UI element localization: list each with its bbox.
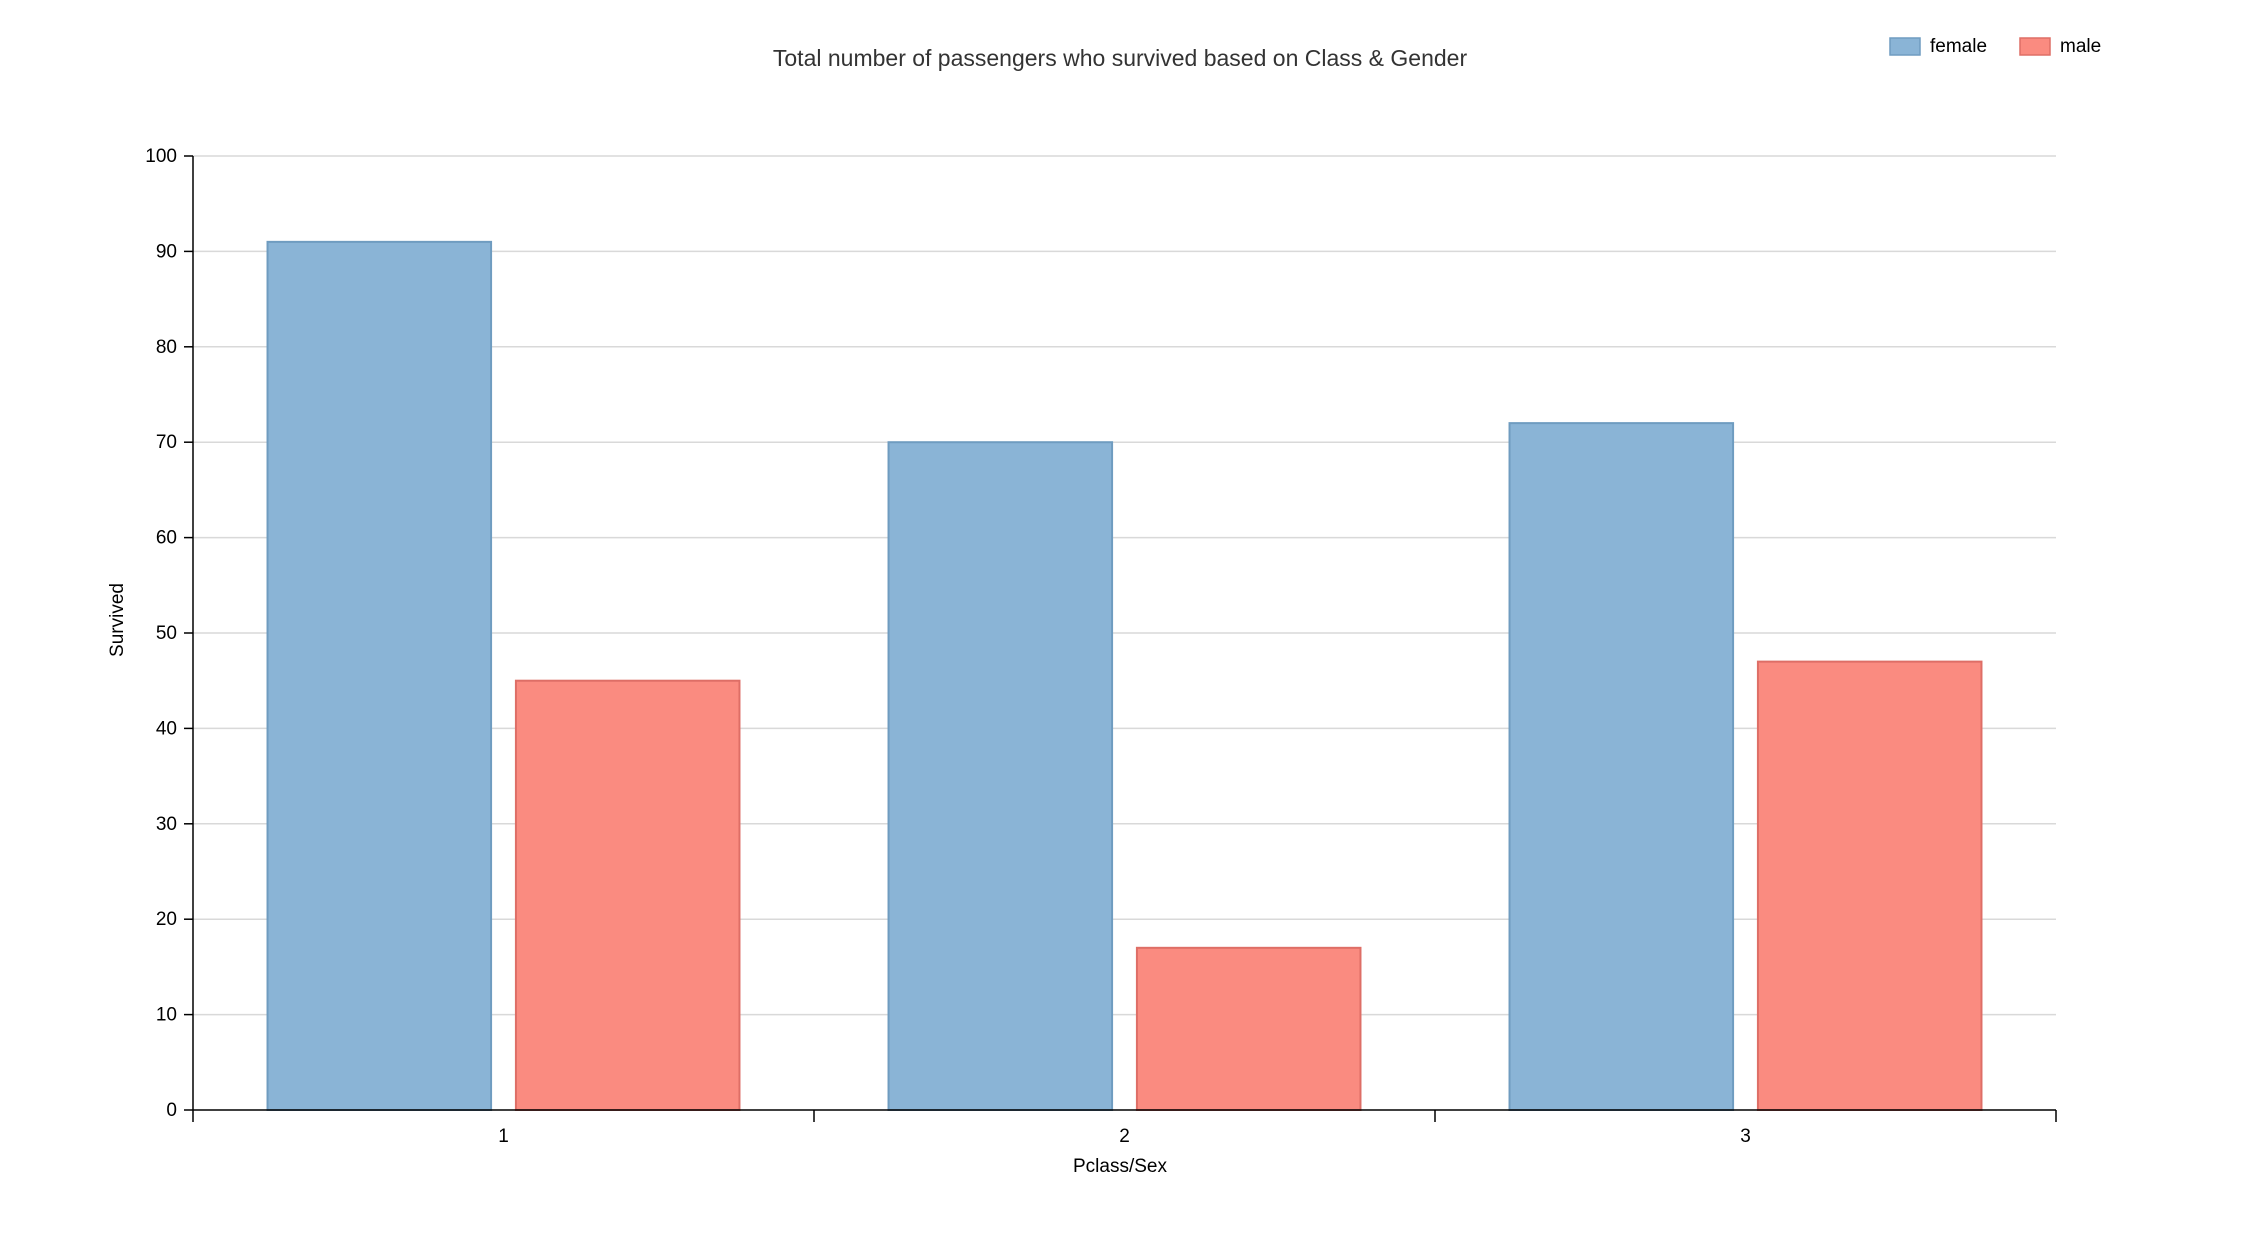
y-tick-label-40: 40 — [156, 718, 177, 739]
bar-male-class-1 — [514, 679, 741, 1111]
legend-label-female: female — [1930, 36, 1987, 57]
y-tick-label-60: 60 — [156, 528, 177, 549]
bar-female-class-2 — [887, 441, 1114, 1111]
y-tick-label-100: 100 — [145, 146, 177, 167]
y-tick-label-80: 80 — [156, 337, 177, 358]
y-tick-label-20: 20 — [156, 909, 177, 930]
gridlines — [193, 155, 2056, 1016]
y-tick-label-0: 0 — [166, 1100, 177, 1121]
y-tick-label-50: 50 — [156, 623, 177, 644]
chart-title: Total number of passengers who survived … — [773, 45, 1468, 71]
axes: 0 10 20 30 40 50 60 70 80 90 100 1 2 3 — [145, 146, 2057, 1147]
legend-swatch-male — [2019, 37, 2051, 56]
y-axis-label: Survived — [107, 583, 128, 657]
legend-label-male: male — [2060, 36, 2101, 57]
y-tick-label-90: 90 — [156, 241, 177, 262]
x-tick-label-1: 1 — [498, 1126, 509, 1147]
bar-male-class-2 — [1135, 946, 1362, 1111]
legend: female male — [1889, 36, 2101, 57]
bar-female-class-3 — [1508, 422, 1735, 1111]
bar-female-class-1 — [266, 240, 493, 1112]
bar-male-class-3 — [1756, 660, 1983, 1111]
legend-swatch-female — [1889, 37, 1921, 56]
bars — [266, 240, 1983, 1112]
y-tick-label-10: 10 — [156, 1005, 177, 1026]
y-tick-label-70: 70 — [156, 432, 177, 453]
x-tick-label-3: 3 — [1740, 1126, 1751, 1147]
y-tick-label-30: 30 — [156, 814, 177, 835]
x-axis-label: Pclass/Sex — [1073, 1156, 1167, 1177]
x-tick-label-2: 2 — [1119, 1126, 1130, 1147]
